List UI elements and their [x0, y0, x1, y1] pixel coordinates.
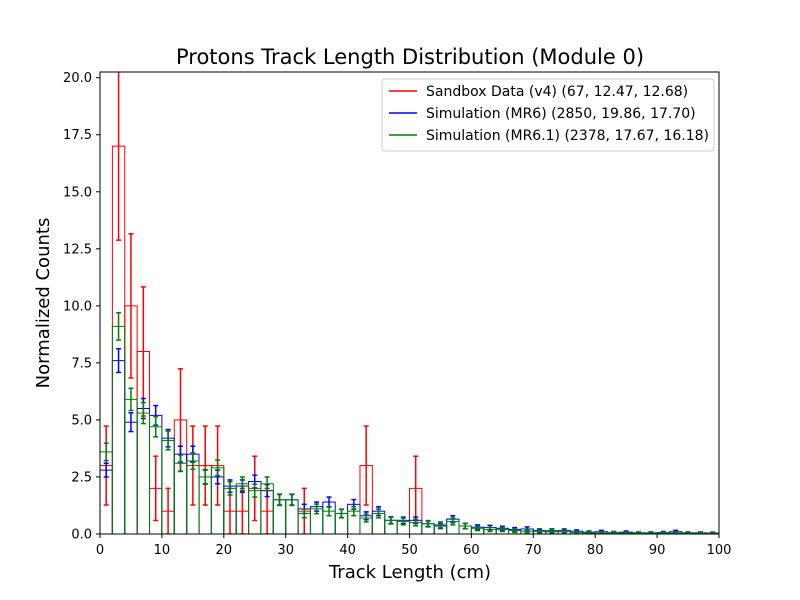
legend-entry: Simulation (MR6) (2850, 19.86, 17.70)	[426, 106, 696, 122]
x-tick-label: 0	[96, 543, 104, 558]
y-axis-label: Normalized Counts	[33, 218, 54, 389]
legend-entry: Simulation (MR6.1) (2378, 17.67, 16.18)	[426, 128, 709, 144]
x-tick-label: 40	[339, 543, 356, 558]
x-tick-label: 50	[401, 543, 418, 558]
legend-box	[381, 78, 715, 152]
x-tick-label: 20	[216, 543, 233, 558]
y-tick-label: 20.0	[63, 71, 92, 86]
y-tick-label: 17.5	[63, 128, 92, 143]
y-axis-ticks: 0.0 2.5 5.0 7.5 10.0 12.5 15.0 17.5 20.0	[63, 71, 100, 543]
legend: Sandbox Data (v4) (67, 12.47, 12.68) Simu…	[381, 78, 715, 152]
y-tick-label: 0.0	[71, 528, 92, 543]
y-tick-label: 12.5	[63, 242, 92, 257]
x-tick-label: 70	[525, 543, 542, 558]
y-tick-label: 5.0	[71, 413, 92, 428]
y-tick-label: 10.0	[63, 299, 92, 314]
y-tick-label: 2.5	[71, 470, 92, 485]
x-tick-label: 60	[463, 543, 480, 558]
x-axis-label: Track Length (cm)	[328, 562, 491, 583]
y-tick-label: 7.5	[71, 356, 92, 371]
y-tick-label: 15.0	[63, 185, 92, 200]
x-tick-label: 90	[649, 543, 666, 558]
x-tick-label: 10	[154, 543, 171, 558]
x-tick-label: 30	[277, 543, 294, 558]
x-tick-label: 80	[587, 543, 604, 558]
chart-title: Protons Track Length Distribution (Modul…	[176, 45, 644, 69]
x-tick-label: 100	[707, 543, 732, 558]
legend-entry: Sandbox Data (v4) (67, 12.47, 12.68)	[426, 84, 688, 100]
x-axis-ticks: 0 10 20 30 40 50 60 70 80 90 100	[96, 534, 732, 558]
